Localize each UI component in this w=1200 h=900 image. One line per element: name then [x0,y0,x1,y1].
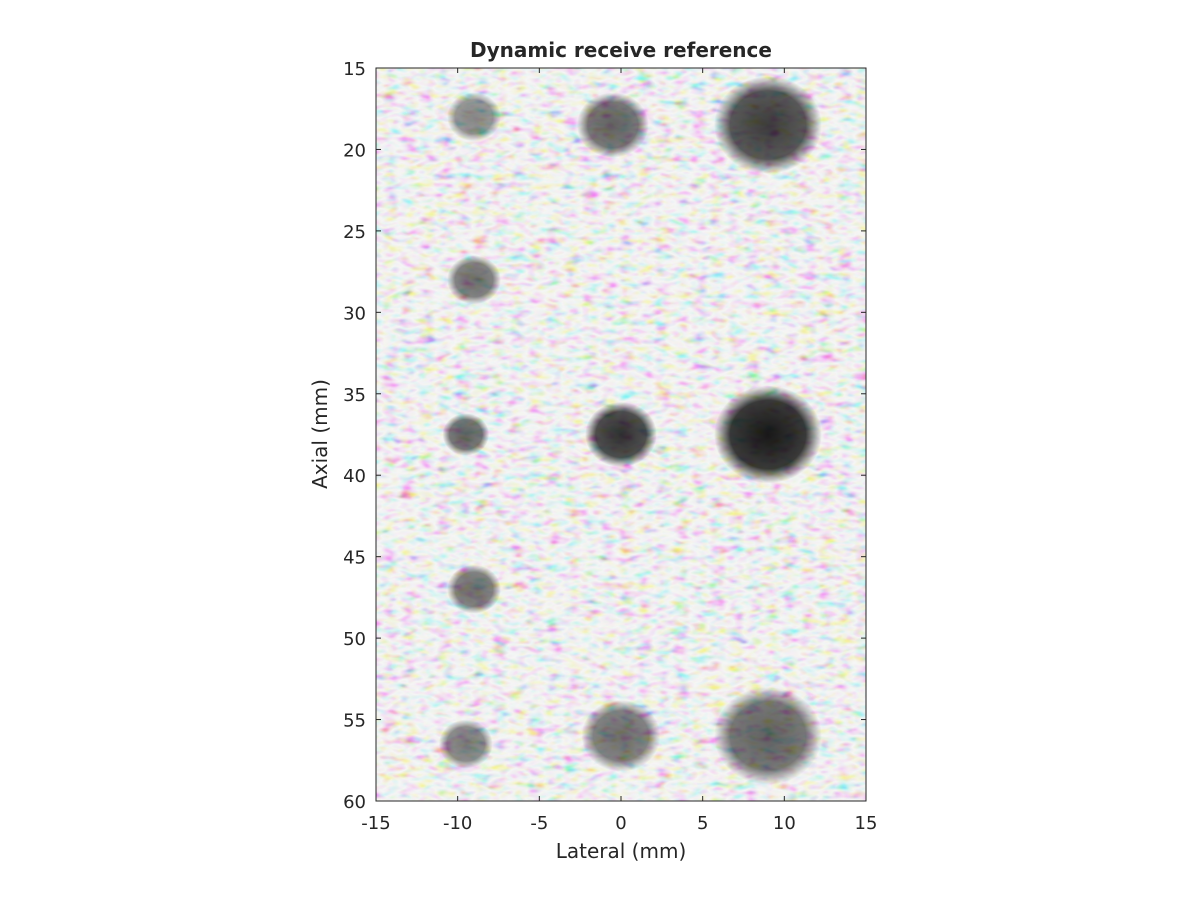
y-tick-label: 20 [343,140,366,161]
anechoic-target [438,719,493,769]
y-tick-label: 50 [343,629,366,650]
anechoic-target [714,385,822,484]
x-axis-label: Lateral (mm) [556,839,687,863]
x-tick-label: -15 [361,813,390,834]
x-tick-label: 10 [773,813,796,834]
y-tick-label: 30 [343,303,366,324]
y-tick-label: 35 [343,385,366,406]
x-tick-label: 15 [855,813,878,834]
anechoic-targets [438,76,822,785]
y-tick-label: 40 [343,466,366,487]
anechoic-target [447,92,501,142]
x-axis: -15 -10 -5 0 5 10 15 [361,68,877,834]
anechoic-target [581,700,661,772]
x-tick-label: 0 [615,813,626,834]
anechoic-target [714,76,822,174]
x-tick-label: -5 [530,813,548,834]
anechoic-target [714,686,822,785]
x-tick-label: -10 [443,813,472,834]
y-axis-label: Axial (mm) [308,379,332,489]
x-tick-label: 5 [697,813,708,834]
y-tick-label: 55 [343,711,366,732]
anechoic-target [576,92,649,158]
y-tick-label: 60 [343,792,366,813]
y-tick-label: 45 [343,548,366,569]
anechoic-target [447,255,501,305]
y-tick-label: 15 [343,59,366,80]
y-tick-label: 25 [343,222,366,243]
anechoic-target [442,413,490,456]
anechoic-target [447,564,501,614]
plot-area [376,68,866,801]
y-axis: 15 20 25 30 35 40 45 50 55 60 [343,59,866,813]
anechoic-target [585,401,657,468]
chart-title: Dynamic receive reference [470,38,772,62]
